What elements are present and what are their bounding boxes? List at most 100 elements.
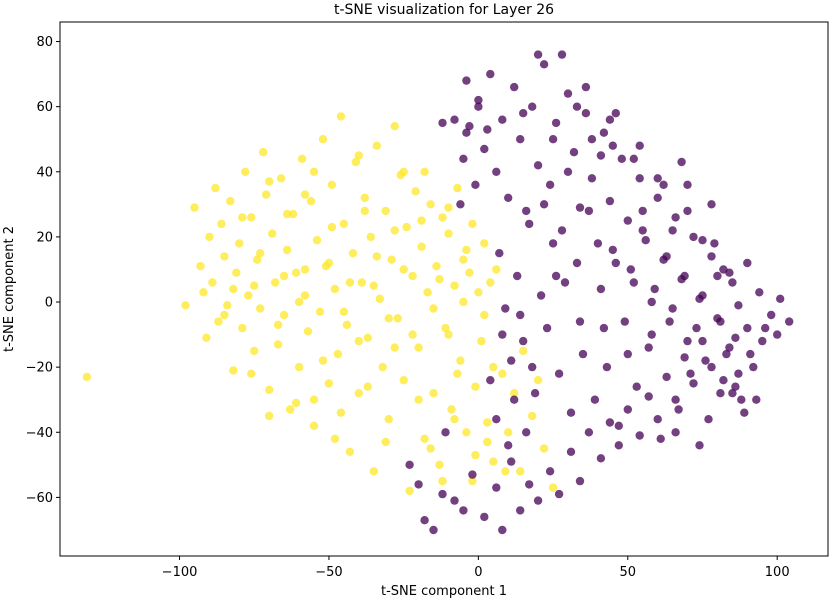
scatter-point — [285, 405, 295, 414]
points-layer — [82, 50, 794, 535]
scatter-point — [707, 252, 716, 261]
scatter-point — [459, 154, 468, 163]
scatter-point — [196, 262, 205, 271]
scatter-point — [360, 206, 369, 216]
scatter-point — [557, 50, 567, 59]
scatter-point — [462, 428, 471, 437]
scatter-point — [300, 190, 310, 199]
scatter-point — [366, 232, 375, 242]
x-tick-label: 100 — [765, 565, 790, 580]
scatter-point — [743, 258, 752, 268]
scatter-point — [384, 314, 393, 323]
scatter-point — [438, 213, 447, 222]
scatter-point — [241, 167, 250, 176]
scatter-point — [563, 167, 573, 176]
scatter-point — [551, 271, 561, 281]
scatter-point — [492, 415, 501, 424]
scatter-point — [623, 216, 632, 225]
scatter-point — [408, 330, 417, 339]
scatter-point — [453, 183, 462, 193]
scatter-point — [584, 206, 594, 216]
scatter-point — [746, 349, 755, 359]
scatter-point — [414, 480, 423, 489]
scatter-point — [342, 320, 352, 329]
scatter-point — [528, 411, 537, 421]
scatter-point — [528, 102, 537, 111]
scatter-point — [345, 447, 355, 456]
scatter-point — [399, 376, 408, 385]
scatter-point — [617, 154, 626, 163]
scatter-point — [432, 262, 441, 271]
y-tick-label: −40 — [26, 426, 53, 441]
scatter-point — [542, 323, 552, 333]
scatter-point — [199, 288, 208, 297]
scatter-point — [229, 366, 238, 375]
scatter-point — [483, 125, 492, 134]
y-tick-label: 80 — [36, 35, 53, 50]
scatter-point — [381, 437, 390, 447]
scatter-point — [656, 434, 665, 443]
scatter-point — [417, 242, 426, 251]
scatter-point — [354, 389, 363, 398]
scatter-point — [761, 323, 770, 333]
scatter-point — [468, 470, 477, 479]
scatter-point — [671, 428, 680, 437]
scatter-point — [238, 213, 247, 222]
scatter-point — [653, 174, 662, 183]
scatter-point — [468, 219, 477, 229]
scatter-point — [629, 154, 638, 163]
scatter-point — [462, 245, 471, 255]
scatter-point — [408, 271, 417, 281]
scatter-point — [728, 389, 737, 398]
scatter-point — [698, 291, 707, 300]
x-tick-label: 0 — [474, 565, 482, 580]
scatter-point — [728, 278, 737, 287]
scatter-point — [563, 89, 573, 98]
scatter-point — [701, 356, 710, 365]
scatter-point — [447, 405, 456, 414]
scatter-point — [438, 118, 447, 128]
scatter-point — [226, 196, 235, 206]
scatter-point — [629, 278, 638, 287]
scatter-point — [516, 310, 525, 320]
scatter-point — [471, 180, 480, 189]
scatter-point — [734, 301, 743, 310]
scatter-point — [525, 480, 534, 489]
scatter-point — [671, 213, 680, 222]
scatter-point — [480, 512, 489, 522]
scatter-point — [548, 135, 558, 144]
scatter-point — [444, 229, 453, 238]
scatter-point — [399, 265, 408, 274]
scatter-point — [438, 476, 447, 486]
scatter-point — [680, 353, 689, 362]
scatter-point — [689, 232, 698, 242]
scatter-point — [420, 516, 429, 525]
scatter-point — [459, 506, 468, 515]
y-axis: −60 −40 −20 0 20 40 60 80 — [26, 35, 60, 506]
scatter-point — [309, 421, 319, 430]
scatter-point — [533, 496, 543, 505]
scatter-point — [710, 239, 719, 248]
scatter-point — [250, 281, 259, 290]
scatter-point — [372, 252, 381, 261]
scatter-point — [414, 395, 423, 404]
scatter-point — [635, 141, 644, 150]
scatter-point — [357, 278, 366, 287]
scatter-point — [486, 376, 495, 385]
scatter-point — [265, 411, 274, 421]
scatter-point — [516, 506, 525, 515]
scatter-point — [384, 415, 393, 424]
scatter-point — [492, 167, 501, 176]
scatter-point — [441, 428, 450, 437]
scatter-point — [190, 203, 199, 212]
scatter-point — [647, 297, 656, 307]
scatter-point — [441, 323, 450, 333]
scatter-point — [647, 330, 656, 339]
scatter-point — [653, 193, 662, 202]
scatter-point — [719, 265, 728, 274]
scatter-point — [668, 304, 677, 313]
scatter-point — [504, 441, 513, 450]
scatter-point — [214, 317, 223, 326]
scatter-point — [390, 122, 399, 131]
scatter-point — [504, 193, 513, 202]
